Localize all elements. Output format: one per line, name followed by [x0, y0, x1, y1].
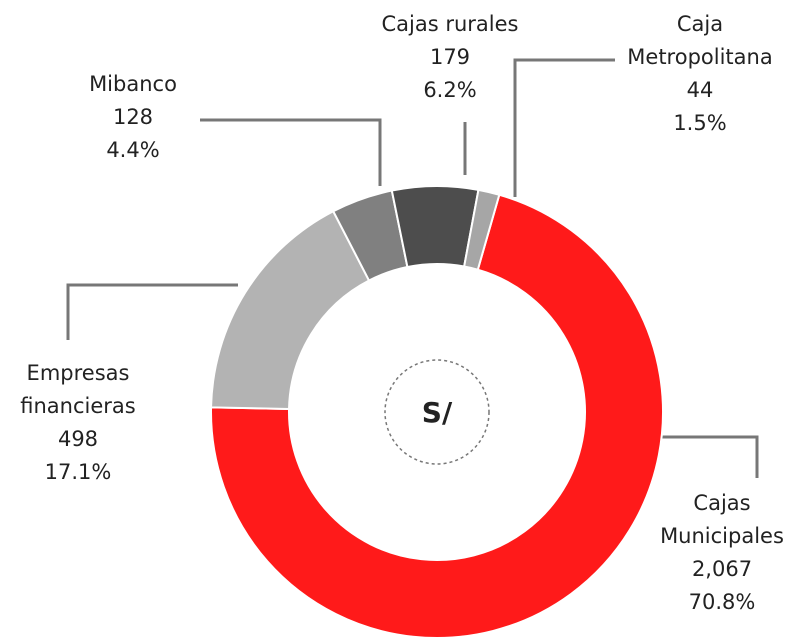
value-label: 2,067	[691, 557, 753, 581]
category-label: Mibanco	[89, 72, 177, 96]
slice	[210, 193, 664, 639]
value-label: 4.4%	[106, 138, 160, 162]
value-label: 1.5%	[673, 111, 727, 135]
slice-label: Cajas rurales 179 6.2%	[340, 8, 560, 107]
category-label: Caja Metropolitana	[627, 12, 773, 69]
value-label: 70.8%	[688, 590, 756, 614]
category-label: Cajas rurales	[381, 12, 519, 36]
center-label: S/	[422, 396, 453, 429]
slice-label: Mibanco 128 4.4%	[23, 68, 243, 167]
category-label: Cajas Municipales	[660, 491, 784, 548]
value-label: 44	[686, 78, 714, 102]
slice-label: Cajas Municipales 2,067 70.8%	[612, 487, 790, 619]
slice-label: Caja Metropolitana 44 1.5%	[590, 8, 790, 140]
leaders	[66, 58, 759, 478]
value-label: 6.2%	[423, 78, 477, 102]
value-label: 498	[57, 427, 99, 451]
leader-line	[200, 118, 382, 186]
slice	[462, 188, 501, 271]
leader-line	[513, 58, 615, 197]
category-label: Empresas financieras	[20, 361, 136, 418]
slice	[210, 209, 371, 410]
center-circle	[384, 359, 490, 465]
value-label: 128	[112, 105, 154, 129]
value-label: 17.1%	[44, 460, 112, 484]
leader-line	[66, 283, 238, 340]
leader-line	[660, 435, 759, 478]
value-label: 179	[429, 45, 471, 69]
slice-label: Empresas financieras 498 17.1%	[0, 357, 188, 489]
